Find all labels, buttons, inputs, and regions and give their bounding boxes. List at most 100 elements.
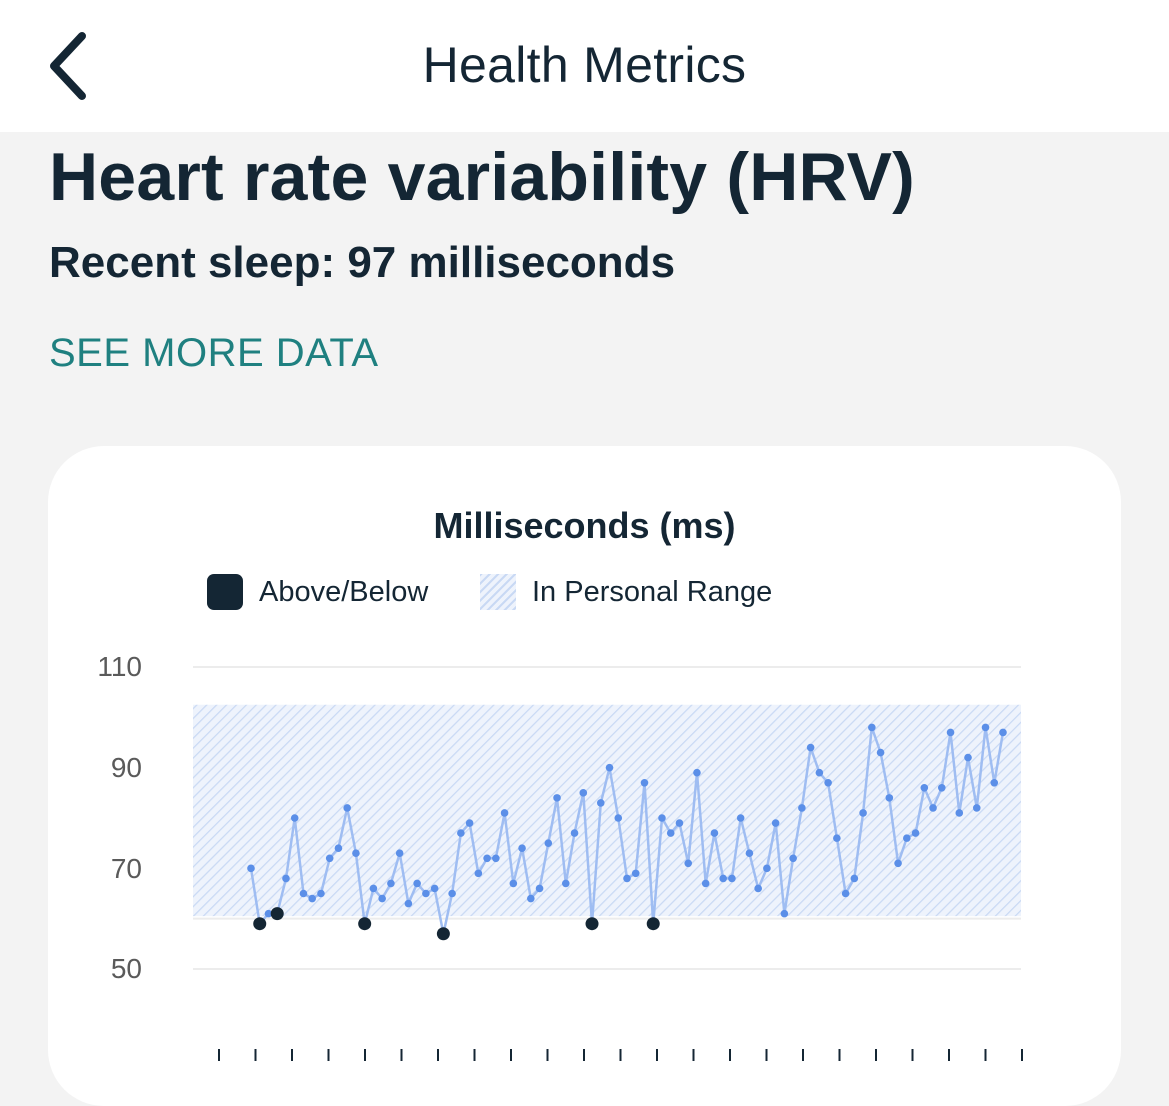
data-point (701, 879, 710, 888)
data-point (719, 874, 727, 883)
data-point (911, 829, 920, 837)
data-point (894, 859, 902, 868)
outlier-point (585, 917, 599, 931)
see-more-data-link[interactable]: SEE MORE DATA (49, 331, 379, 375)
legend-in-range: In Personal Range (480, 572, 772, 612)
back-button[interactable] (38, 26, 102, 106)
data-point (535, 884, 544, 893)
chevron-left-icon (50, 32, 86, 100)
data-point (325, 854, 334, 863)
data-point (763, 864, 771, 873)
data-point (754, 884, 762, 893)
data-point (964, 753, 972, 762)
data-point (999, 728, 1007, 737)
legend-above-below: Above/Below (207, 572, 428, 612)
data-point (290, 814, 299, 822)
legend-label-above-below: Above/Below (259, 575, 429, 608)
data-point (413, 879, 421, 888)
data-point (527, 894, 535, 903)
data-point (806, 743, 815, 752)
data-point (614, 814, 623, 822)
data-point (422, 889, 430, 898)
data-point (343, 804, 351, 812)
data-point (282, 874, 290, 883)
data-point (474, 869, 483, 878)
data-point (264, 909, 273, 918)
data-point (317, 889, 325, 898)
data-point (946, 728, 955, 737)
data-point (334, 844, 343, 852)
data-point (518, 844, 526, 852)
data-point (868, 723, 876, 732)
data-point (745, 849, 754, 858)
data-point (833, 834, 841, 842)
personal-range-band (193, 704, 1021, 917)
data-point (972, 804, 981, 812)
data-point (579, 789, 588, 797)
outlier-point (646, 917, 660, 931)
data-point (658, 814, 666, 822)
data-point (937, 784, 946, 792)
data-point (710, 829, 719, 837)
recent-sleep-value: Recent sleep: 97 milliseconds (49, 238, 676, 287)
data-point (492, 854, 500, 863)
data-point (824, 778, 832, 787)
data-point (457, 829, 465, 837)
data-point (553, 794, 561, 802)
outlier-point (270, 907, 284, 921)
outlier-point (358, 917, 372, 931)
data-point (929, 804, 937, 812)
data-point (693, 768, 701, 777)
chart-title: Milliseconds (ms) (433, 505, 736, 546)
data-point (352, 849, 360, 858)
page-title: Health Metrics (422, 37, 747, 93)
data-point (955, 809, 964, 817)
data-point (920, 784, 929, 792)
data-point (876, 748, 885, 757)
data-point (430, 884, 439, 893)
data-point (859, 809, 867, 817)
data-point (623, 874, 631, 883)
data-point (570, 829, 579, 837)
data-point (544, 839, 553, 847)
hrv-chart (193, 666, 1023, 1061)
data-point (247, 864, 255, 873)
top-nav-bar: Health Metrics (0, 0, 1169, 132)
data-point (299, 889, 308, 898)
data-point (990, 778, 999, 787)
data-point (885, 794, 894, 802)
y-tick-label: 90 (110, 752, 142, 783)
legend-label-in-range: In Personal Range (532, 575, 773, 608)
data-point (500, 809, 509, 817)
data-point (378, 894, 386, 903)
data-point (780, 909, 789, 918)
data-point (596, 799, 605, 807)
data-point (798, 804, 806, 812)
data-point (728, 874, 736, 883)
data-point (675, 819, 684, 827)
data-point (771, 819, 780, 827)
outlier-point (253, 917, 267, 931)
data-point (404, 899, 413, 908)
data-point (395, 849, 404, 858)
data-point (789, 854, 797, 863)
data-point (640, 778, 649, 787)
y-tick-label: 50 (110, 953, 142, 984)
data-point (465, 819, 474, 827)
data-point (561, 879, 570, 888)
legend-swatch-dark (207, 574, 243, 610)
data-point (448, 889, 456, 898)
data-point (903, 834, 911, 842)
data-point (981, 723, 990, 732)
data-point (509, 879, 518, 888)
data-point (369, 884, 378, 893)
data-point (850, 874, 859, 883)
legend-swatch-hatch (480, 574, 516, 610)
data-point (387, 879, 395, 888)
data-point (666, 829, 675, 837)
data-point (841, 889, 850, 898)
metric-title: Heart rate variability (HRV) (49, 139, 915, 215)
data-point (605, 763, 614, 772)
data-point (308, 894, 317, 903)
data-point (736, 814, 745, 822)
